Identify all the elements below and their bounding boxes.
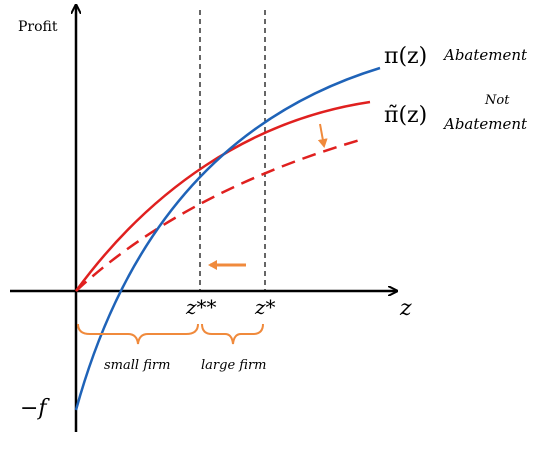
x-axis-label: z: [399, 296, 412, 321]
y-axis-label: Profit: [18, 19, 58, 35]
large-firm-brace: [201, 323, 264, 345]
curve-sub-label: Abatement: [442, 46, 528, 64]
intercept-label: −f: [20, 396, 50, 421]
not-abatement-curve: [74, 100, 371, 292]
region-label: small firm: [104, 358, 170, 373]
threshold-label: z*: [254, 295, 276, 319]
curve-label: π(z): [384, 44, 427, 69]
threshold-label: z**: [185, 295, 217, 319]
abatement-curve: [74, 66, 381, 411]
shift-arrow: [317, 123, 328, 148]
curve-sub-label: Abatement: [442, 115, 528, 133]
curve-sup-label: Not: [484, 93, 510, 108]
region-label: large firm: [201, 358, 266, 373]
not-abatement-shifted-curve: [75, 138, 361, 292]
small-firm-brace: [77, 323, 199, 345]
curve-label: π̃(z): [384, 103, 427, 128]
